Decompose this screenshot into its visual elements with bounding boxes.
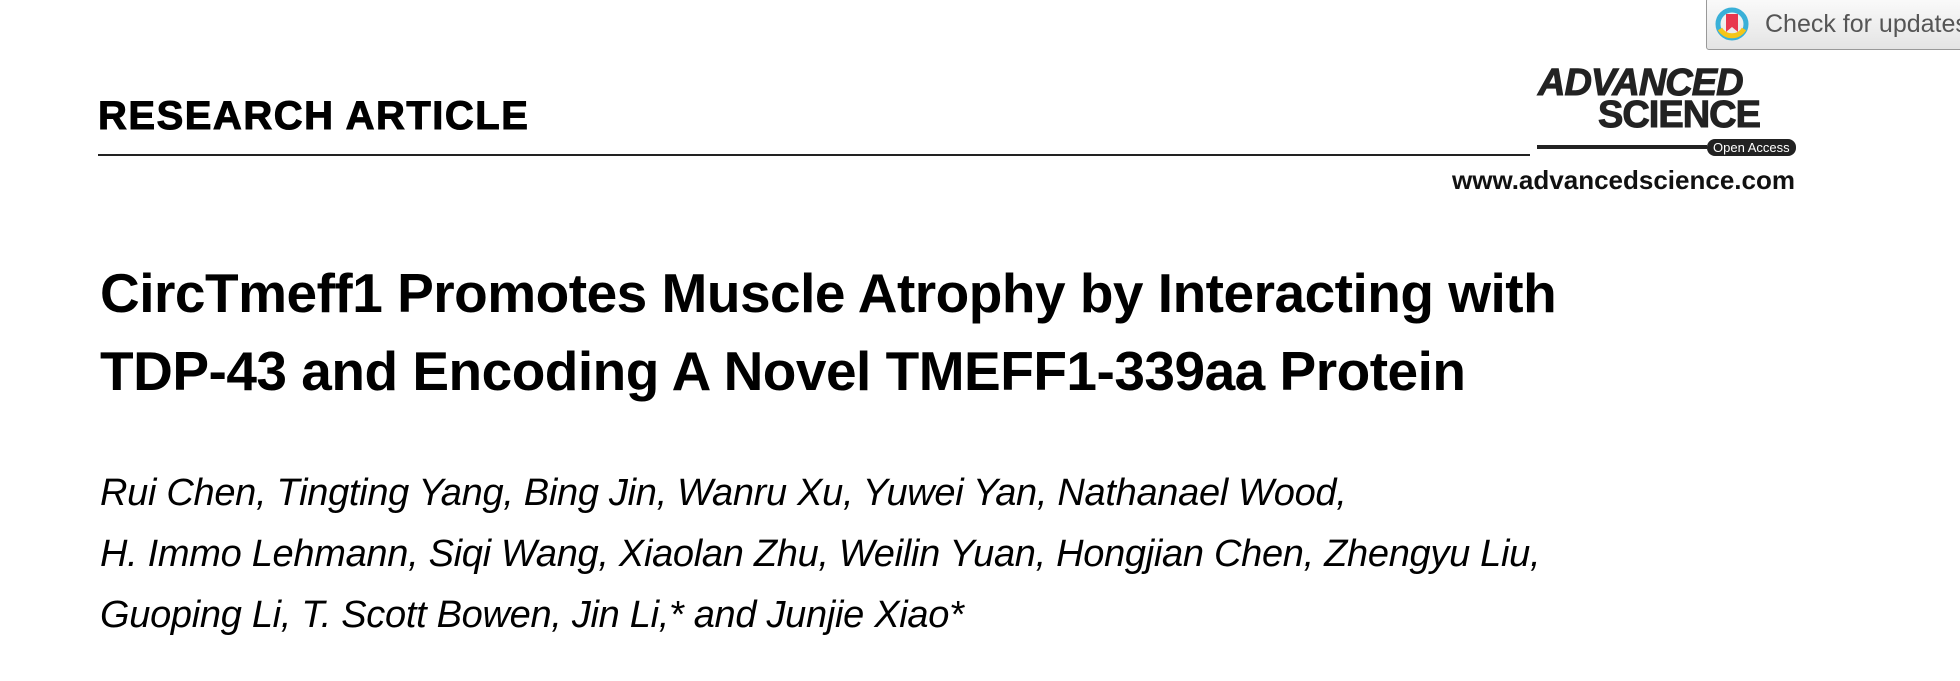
check-for-updates-label: Check for updates (1765, 10, 1960, 38)
title-line: CircTmeff1 Promotes Muscle Atrophy by In… (100, 262, 1557, 324)
journal-url-link[interactable]: www.advancedscience.com (1452, 165, 1795, 195)
check-for-updates-button[interactable]: Check for updates (1706, 0, 1960, 50)
journal-logo: ADVANCED SCIENCE Open Access (1530, 14, 1810, 159)
author-line: H. Immo Lehmann, Siqi Wang, Xiaolan Zhu,… (100, 533, 1541, 575)
author-line: Guoping Li, T. Scott Bowen, Jin Li,* and… (100, 594, 964, 636)
open-access-badge: Open Access (1707, 139, 1796, 156)
section-label: RESEARCH ARTICLE (97, 94, 530, 139)
author-list: Rui Chen, Tingting Yang, Bing Jin, Wanru… (100, 463, 1541, 646)
logo-text-advanced: ADVANCED (1538, 62, 1745, 104)
crossmark-icon (1715, 7, 1749, 41)
logo-rule (1537, 145, 1707, 149)
title-line: TDP-43 and Encoding A Novel TMEFF1-339aa… (100, 340, 1466, 402)
article-title: CircTmeff1 Promotes Muscle Atrophy by In… (100, 254, 1557, 410)
author-line: Rui Chen, Tingting Yang, Bing Jin, Wanru… (100, 472, 1347, 514)
logo-text-science: SCIENCE (1598, 94, 1762, 136)
header-divider (98, 154, 1530, 156)
